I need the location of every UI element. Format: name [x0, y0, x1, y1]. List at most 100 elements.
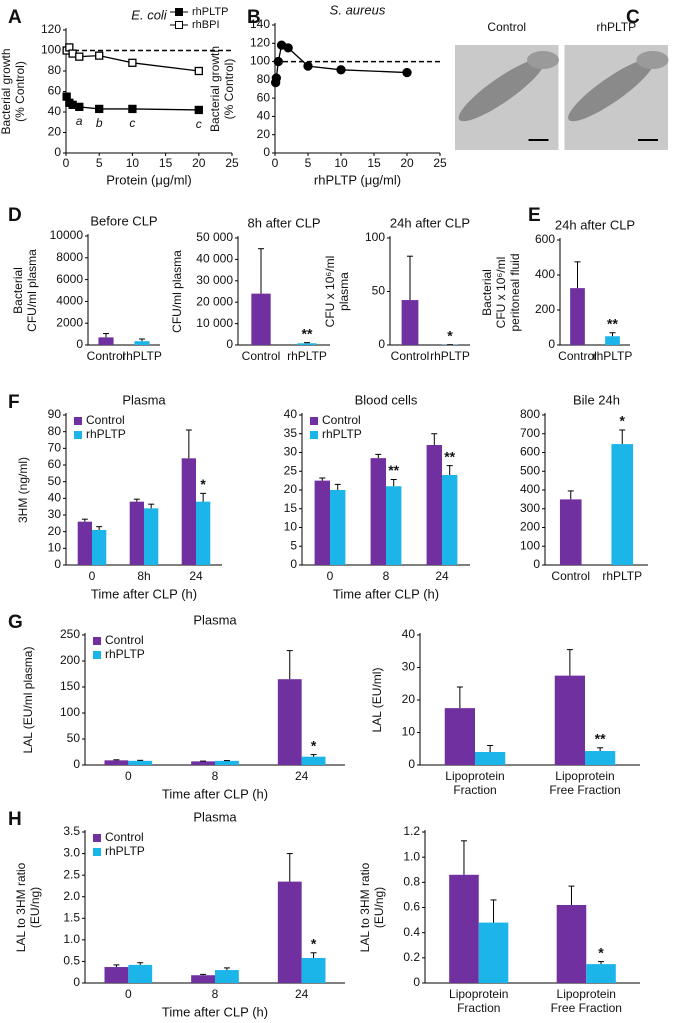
- panel-letter: C: [626, 7, 640, 28]
- significance: *: [311, 936, 317, 952]
- y-tick-label: 35: [284, 426, 298, 440]
- y-tick-label: 25: [284, 463, 298, 477]
- panel-letter: F: [8, 392, 20, 413]
- chart-title: Plasma: [193, 612, 237, 627]
- y-axis-label: (EU/ng): [372, 887, 386, 928]
- bar: [98, 337, 114, 345]
- point: [95, 104, 104, 114]
- x-tick-label: 8h: [137, 569, 150, 583]
- y-tick-label: 80: [257, 72, 271, 86]
- y-tick-label: 0.5: [63, 954, 80, 968]
- x-tick-label: Fraction: [457, 1001, 500, 1015]
- y-tick-label: 3.5: [63, 824, 80, 838]
- y-tick-label: 40 000: [196, 252, 233, 266]
- point: [75, 52, 84, 61]
- point: [75, 102, 84, 112]
- y-tick-label: 50: [67, 731, 81, 745]
- series-line: [275, 44, 408, 83]
- bar: [301, 756, 326, 765]
- y-tick-label: 0: [73, 975, 80, 989]
- x-tick-label: rhPLTP: [602, 569, 642, 583]
- y-axis-label: plasma: [337, 272, 351, 311]
- legend-label: rhPLTP: [322, 427, 362, 441]
- bar: [586, 964, 616, 983]
- y-axis-label: LAL to 3HM ratio: [358, 862, 372, 952]
- bar: [426, 445, 442, 565]
- bar: [191, 761, 215, 765]
- y-axis-label: (% Control): [222, 59, 236, 120]
- y-axis-label: 3HM (ng/ml): [16, 457, 30, 523]
- y-tick-label: 100: [365, 230, 385, 244]
- x-axis-label: Time after CLP (h): [162, 786, 268, 801]
- significance: **: [388, 462, 399, 478]
- x-axis-label: Time after CLP (h): [333, 586, 439, 601]
- x-tick-label: 0: [272, 156, 279, 170]
- bar: [277, 881, 302, 983]
- y-tick-label: 3.0: [63, 846, 80, 860]
- x-tick-label: rhPLTP: [287, 349, 327, 363]
- bar: [215, 970, 239, 983]
- x-tick-label: Free Fraction: [551, 1001, 622, 1015]
- y-tick-label: 1.5: [63, 910, 80, 924]
- bar: [104, 967, 129, 983]
- y-tick-label: 120: [250, 35, 270, 49]
- x-tick-label: Control: [558, 349, 597, 363]
- y-tick-label: 20 000: [196, 294, 233, 308]
- image-label: Control: [487, 20, 526, 34]
- x-tick-label: 25: [225, 156, 239, 170]
- x-tick-label: Lipoprotein: [557, 987, 616, 1001]
- y-tick-label: 40: [257, 109, 271, 123]
- y-tick-label: 0.6: [403, 900, 420, 914]
- x-tick-label: 0: [125, 987, 132, 1001]
- panel-letter: G: [8, 612, 23, 633]
- x-axis-label: Time after CLP (h): [91, 586, 197, 601]
- y-tick-label: 10: [284, 520, 298, 534]
- significance: **: [302, 325, 313, 341]
- bar: [77, 521, 92, 565]
- bar: [570, 288, 585, 345]
- point: [68, 100, 77, 109]
- x-tick-label: Control: [87, 349, 126, 363]
- y-tick-label: 10000: [50, 228, 84, 242]
- x-tick-label: 20: [400, 156, 414, 170]
- y-tick-label: 200: [535, 302, 555, 316]
- x-tick-label: 24: [189, 569, 203, 583]
- significance: *: [200, 476, 206, 492]
- y-tick-label: 10: [402, 725, 416, 739]
- bar: [401, 300, 419, 345]
- bar: [554, 675, 585, 765]
- chart-title: Bile 24h: [573, 392, 620, 407]
- x-tick-label: 0: [63, 156, 70, 170]
- point: [95, 51, 104, 60]
- bar: [314, 480, 330, 565]
- x-tick-label: Lipoprotein: [445, 769, 504, 783]
- y-tick-label: 20: [402, 692, 416, 706]
- y-axis-label: LAL to 3HM ratio: [14, 862, 28, 952]
- chart-title: 24h after CLP: [555, 217, 635, 232]
- legend-marker: [175, 8, 183, 16]
- legend-swatch: [74, 431, 82, 439]
- bacterium: [568, 58, 655, 122]
- y-axis-label: (% Control): [13, 61, 27, 122]
- legend-label: rhPLTP: [105, 647, 145, 661]
- y-tick-label: 1.2: [403, 824, 420, 838]
- legend-swatch: [93, 834, 101, 842]
- point: [402, 67, 412, 78]
- x-tick-label: 0: [327, 569, 334, 583]
- legend-label: Control: [322, 413, 361, 427]
- point-label: c: [129, 116, 135, 130]
- bar: [605, 336, 620, 345]
- x-tick-label: 0: [89, 569, 96, 583]
- bar: [128, 964, 153, 983]
- y-tick-label: 300: [520, 501, 540, 515]
- bar: [330, 490, 346, 565]
- x-tick-label: 8: [212, 987, 219, 1001]
- y-tick-label: 10 000: [196, 316, 233, 330]
- chart-title: E. coli: [131, 7, 168, 22]
- image-label: rhPLTP: [596, 20, 636, 34]
- y-tick-label: 50: [372, 284, 386, 298]
- y-tick-label: 60: [48, 84, 62, 98]
- x-tick-label: 8: [212, 769, 219, 783]
- panel-letter: A: [8, 7, 22, 28]
